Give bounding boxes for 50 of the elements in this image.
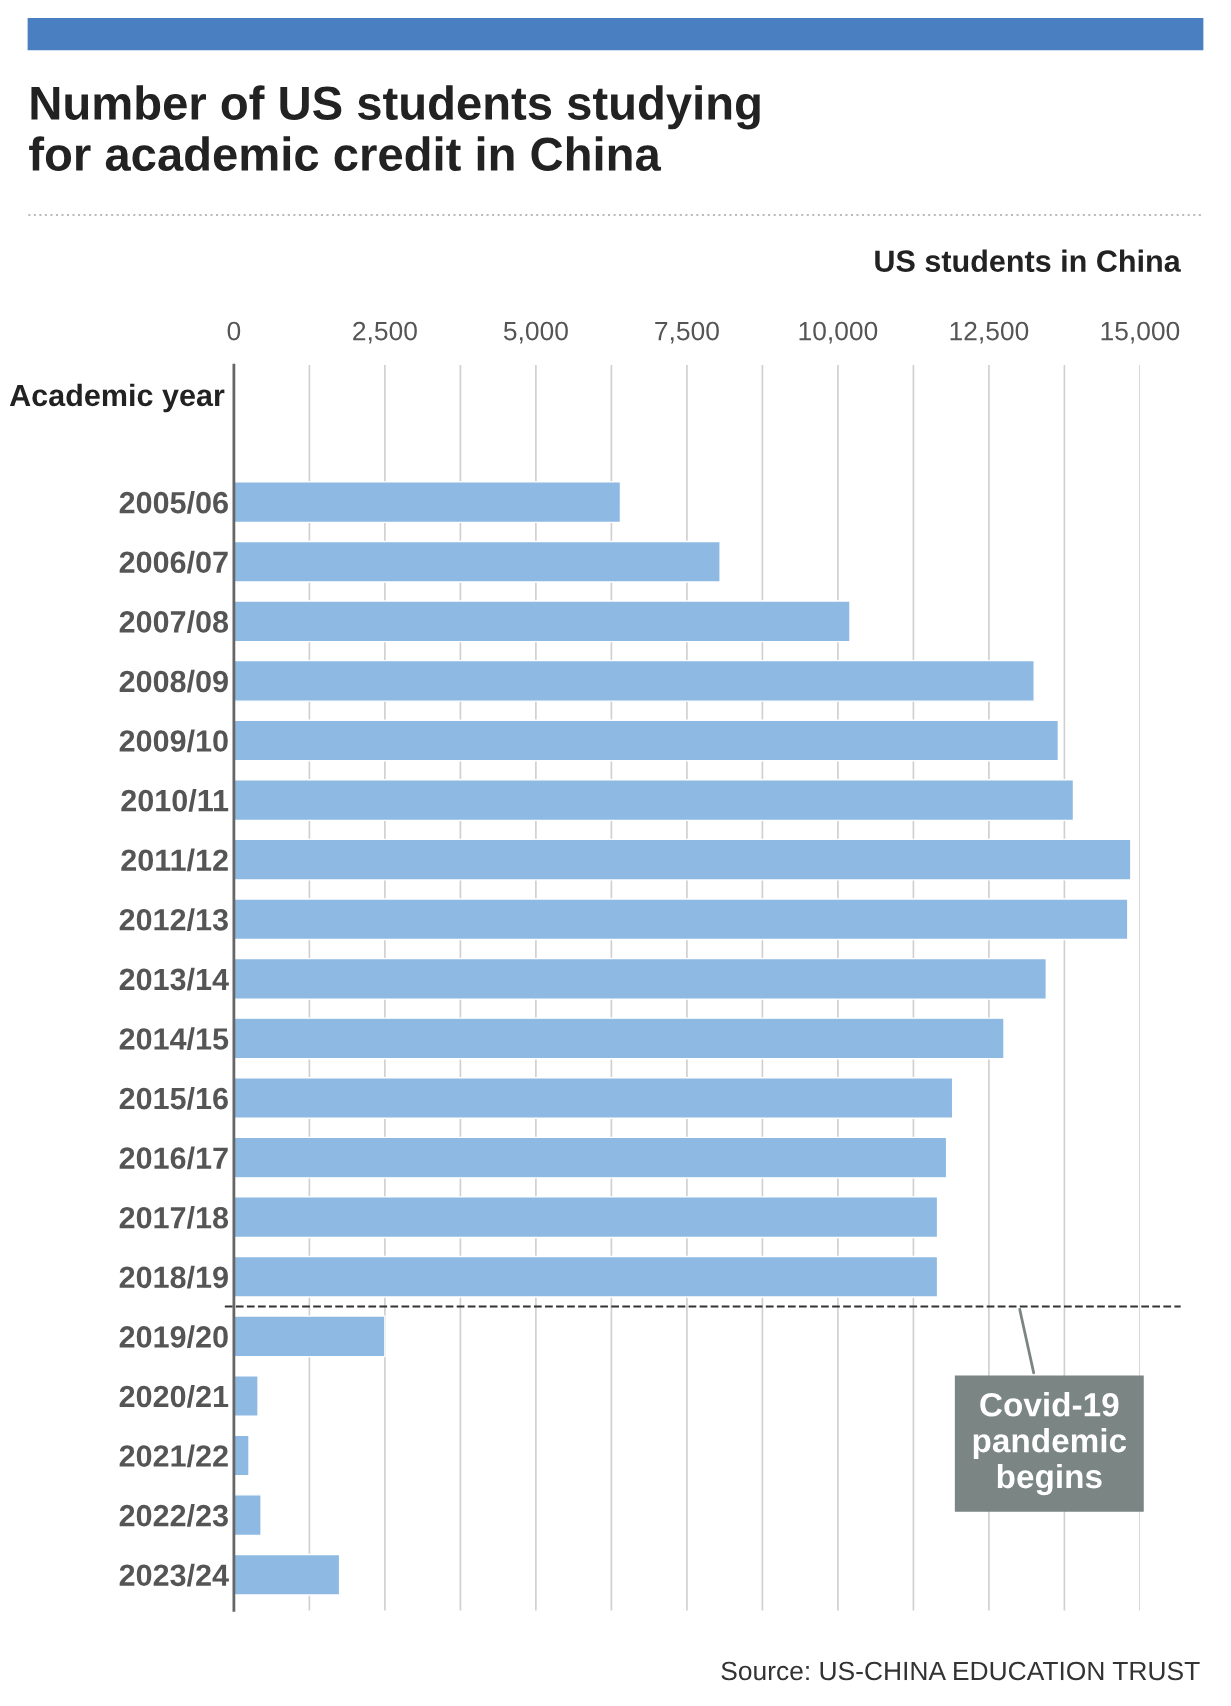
bar [233,898,1129,941]
y-tick-label: 2018/19 [119,1265,228,1289]
y-tick-label: 2010/11 [121,789,229,812]
y-tick-label: 2012/13 [119,908,228,931]
bar [233,779,1075,822]
bar [233,1196,939,1239]
x-tick-label: 7,500 [655,321,719,344]
bar [233,481,622,524]
y-tick-label: 2022/23 [119,1504,228,1527]
x-tick-label: 10,000 [799,321,878,344]
y-tick-label: 2015/16 [119,1086,228,1110]
bar [233,719,1060,762]
ref-line-label: Covid-19 pandemic begins [973,1392,1127,1496]
y-tick-label: 2014/15 [119,1027,229,1051]
y-tick-label: 2021/22 [119,1444,228,1468]
y-tick-label: 2023/24 [119,1563,229,1587]
x-axis-title: US students in China [875,249,1181,272]
bar [233,1494,262,1537]
bar [233,540,721,583]
y-tick-label: 2020/21 [119,1384,229,1408]
bar [233,1315,386,1358]
bar [233,1077,954,1119]
bar [233,1434,250,1477]
bar [233,1255,939,1298]
x-tick-label: 0 [227,321,241,341]
x-tick-label: 2,500 [353,321,417,344]
y-tick-label: 2009/10 [119,729,228,753]
y-tick-label: 2007/08 [119,610,229,633]
y-tick-label: 2013/14 [119,967,229,991]
bar [233,1017,1005,1060]
bar [233,838,1132,881]
chart-title: Number of US students studying for academic credit in China [29,85,760,172]
y-tick-label: 2005/06 [119,491,228,514]
y-axis-title: Academic year [9,383,225,413]
bar [233,1553,341,1596]
y-tick-label: 2006/07 [119,550,228,574]
y-tick-label: 2017/18 [119,1206,229,1229]
bar [233,600,851,643]
x-tick-label: 5,000 [503,321,568,344]
y-tick-label: 2011/12 [121,848,228,872]
y-tick-label: 2016/17 [119,1146,228,1170]
x-tick-label: 15,000 [1101,321,1180,344]
y-tick-label: 2019/20 [119,1325,228,1349]
y-tick-label: 2008/09 [119,669,228,693]
x-tick-label: 12,500 [950,321,1029,344]
source-note: Source: US-CHINA EDUCATION TRUST [721,1661,1200,1681]
bar [233,1374,259,1417]
bar [233,957,1047,1000]
bar [233,1136,948,1179]
bar [233,659,1035,702]
